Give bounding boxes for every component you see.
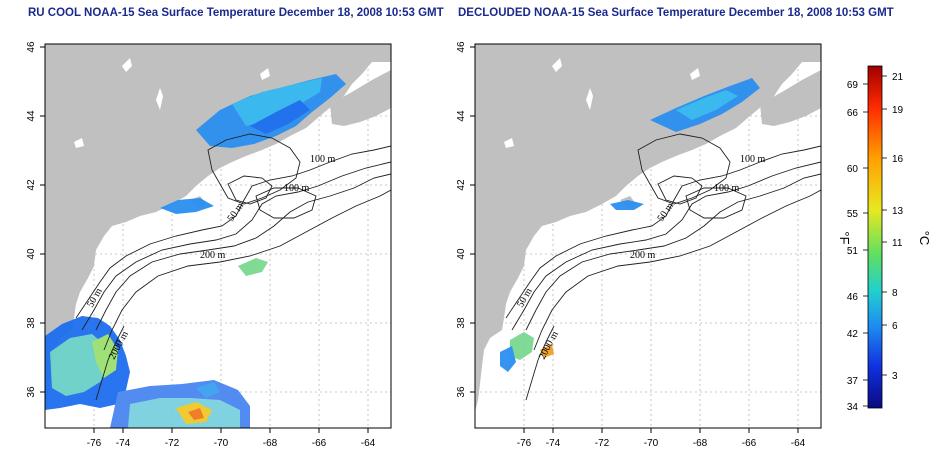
land-mass (45, 44, 391, 412)
x-tick-label: -76 (87, 438, 102, 449)
lake (260, 68, 270, 80)
contour-shelf (95, 325, 125, 401)
fahrenheit-tick-label: 66 (847, 108, 859, 119)
contour-shelf (525, 325, 555, 401)
x-tick-label: -68 (263, 438, 278, 449)
y-ticks (470, 46, 475, 393)
y-tick-label: 44 (456, 110, 467, 122)
celsius-ticks (882, 75, 887, 376)
y-tick-label: 36 (26, 386, 37, 398)
x-tick-label: -68 (693, 438, 708, 449)
x-tick-label: -76 (517, 438, 532, 449)
celsius-tick-label: 8 (892, 288, 898, 299)
lake (122, 58, 132, 72)
contour-georges (657, 175, 703, 205)
sst-patches (500, 78, 760, 372)
y-tick-label: 38 (456, 317, 467, 329)
nova-scotia (330, 70, 391, 126)
x-tick-label: -64 (791, 438, 806, 449)
contour-inner (255, 187, 317, 219)
fahrenheit-unit-label: °F (837, 231, 852, 244)
lake (552, 58, 562, 72)
fahrenheit-ticks (863, 83, 868, 407)
fahrenheit-tick-label: 34 (847, 402, 859, 413)
nova-scotia (760, 70, 821, 126)
y-tick-label: 40 (26, 248, 37, 260)
plot-frame (474, 43, 822, 429)
contour-50m (505, 145, 821, 319)
depth-contours (505, 133, 821, 401)
x-tick-label: -74 (116, 438, 131, 449)
lake (504, 138, 514, 148)
sst-patches (45, 74, 346, 428)
y-tick-label: 46 (456, 41, 467, 53)
contour-label: 100 m (310, 154, 336, 165)
right-map-title: DECLOUDED NOAA-15 Sea Surface Temperatur… (458, 7, 894, 19)
contour-100m (511, 161, 821, 331)
colorbar-gradient (867, 65, 883, 409)
left-map-title: RU COOL NOAA-15 Sea Surface Temperature … (28, 7, 444, 19)
fahrenheit-tick-label: 37 (847, 376, 859, 387)
contour-200m (525, 173, 821, 331)
x-tick-label: -66 (312, 438, 327, 449)
contour-label: 100 m (284, 183, 310, 194)
right-map-panel: 100 m 100 m 50 m 200 m 50 m 2000 m -76 -… (456, 41, 822, 449)
x-ticks (523, 428, 799, 433)
x-tick-label: -64 (361, 438, 376, 449)
y-tick-label: 40 (456, 248, 467, 260)
contour-200m (95, 173, 391, 331)
depth-contours (75, 133, 391, 401)
y-ticks (40, 46, 45, 393)
contour-label: 100 m (714, 183, 740, 194)
fahrenheit-tick-label: 60 (847, 164, 859, 175)
lake (156, 88, 163, 110)
x-tick-label: -74 (546, 438, 561, 449)
x-tick-label: -72 (595, 438, 610, 449)
lake (74, 138, 84, 148)
land-mass (475, 44, 821, 412)
fahrenheit-tick-label: 55 (847, 209, 859, 220)
contour-gulf-of-maine (637, 133, 731, 205)
contour-gulf-of-maine (207, 133, 301, 205)
contour-2000m (103, 189, 391, 351)
contour-100m (81, 161, 391, 331)
y-tick-label: 36 (456, 386, 467, 398)
y-tick-label: 42 (456, 179, 467, 191)
celsius-tick-label: 13 (892, 206, 904, 217)
fahrenheit-tick-label: 51 (847, 246, 859, 257)
celsius-tick-label: 11 (892, 238, 903, 249)
fahrenheit-tick-label: 46 (847, 292, 859, 303)
contour-inner (685, 187, 747, 219)
contour-label: 100 m (740, 154, 766, 165)
lake (690, 68, 700, 80)
fahrenheit-tick-label: 69 (847, 80, 859, 91)
x-ticks (93, 428, 369, 433)
celsius-tick-label: 3 (892, 371, 898, 382)
contour-label: 200 m (200, 250, 226, 261)
y-tick-label: 38 (26, 317, 37, 329)
y-tick-label: 42 (26, 179, 37, 191)
contour-georges (227, 175, 273, 205)
celsius-tick-label: 21 (892, 72, 904, 83)
celsius-tick-label: 6 (892, 321, 898, 332)
contour-label: 200 m (630, 250, 656, 261)
x-tick-label: -66 (742, 438, 757, 449)
plot-frame (44, 43, 392, 429)
colorbar: 69 66 60 55 51 46 42 37 34 21 19 16 13 1… (837, 65, 932, 413)
y-tick-label: 44 (26, 110, 37, 122)
x-tick-label: -72 (165, 438, 180, 449)
y-tick-label: 46 (26, 41, 37, 53)
lake (586, 88, 593, 110)
x-tick-label: -70 (214, 438, 229, 449)
contour-50m (75, 145, 391, 319)
celsius-unit-label: °C (917, 231, 932, 246)
fahrenheit-tick-label: 42 (847, 329, 859, 340)
x-tick-label: -70 (644, 438, 659, 449)
celsius-tick-label: 19 (892, 105, 904, 116)
contour-2000m (533, 189, 821, 351)
celsius-tick-label: 16 (892, 154, 904, 165)
left-map-panel: 100 m 100 m 50 m 200 m 50 m 2000 m -76 -… (26, 41, 392, 449)
